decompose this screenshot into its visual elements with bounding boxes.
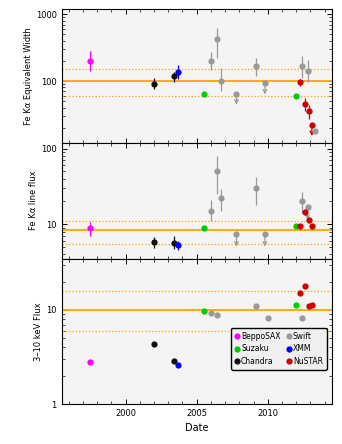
- Y-axis label: 3–10 keV Flux: 3–10 keV Flux: [35, 302, 43, 361]
- Legend: BeppoSAX, Suzaku, Chandra, Swift, XMM, NuSTAR: BeppoSAX, Suzaku, Chandra, Swift, XMM, N…: [231, 328, 327, 370]
- X-axis label: Date: Date: [185, 424, 208, 433]
- Y-axis label: Fe Kα line flux: Fe Kα line flux: [29, 171, 38, 230]
- Y-axis label: Fe Kα Equivalent Width: Fe Kα Equivalent Width: [24, 27, 33, 125]
